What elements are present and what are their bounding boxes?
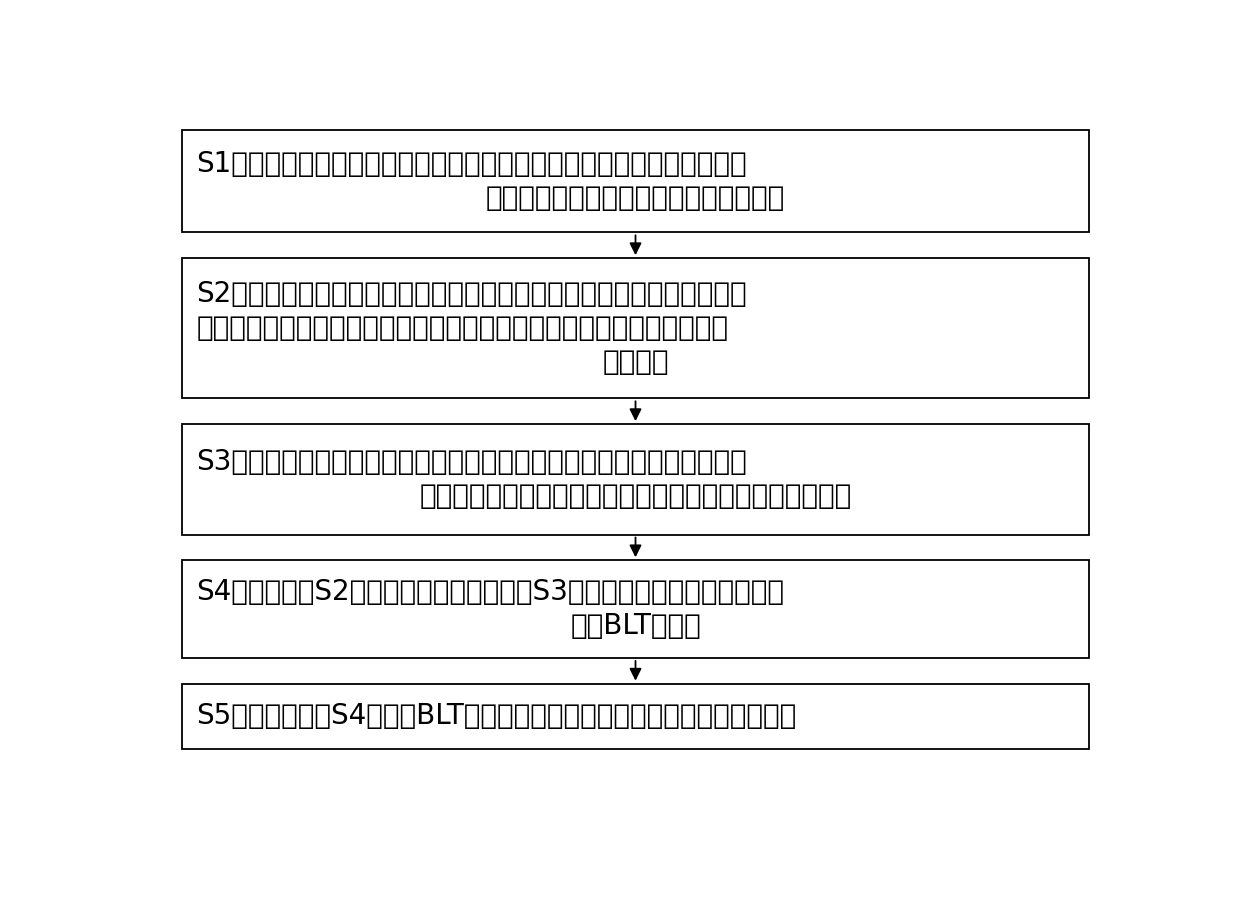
Text: S1、将电压波传播通道与空间电磁场传播通道作为信号管道，将具有能量: S1、将电压波传播通道与空间电磁场传播通道作为信号管道，将具有能量 bbox=[196, 150, 746, 179]
FancyBboxPatch shape bbox=[182, 131, 1089, 232]
Text: 反射的位置作为节点建立系统信号流图；: 反射的位置作为节点建立系统信号流图； bbox=[486, 184, 785, 213]
Text: 扩展BLT方程；: 扩展BLT方程； bbox=[570, 612, 701, 640]
Text: S2、根据电磁场理论和传输线理论结合系统信号流图，得到各信号管道上: S2、根据电磁场理论和传输线理论结合系统信号流图，得到各信号管道上 bbox=[196, 280, 746, 309]
FancyBboxPatch shape bbox=[182, 424, 1089, 534]
Text: 播方程；: 播方程； bbox=[603, 348, 668, 377]
Text: 对所有节点处的散射方程进行整合，得到系统的散射方程；: 对所有节点处的散射方程进行整合，得到系统的散射方程； bbox=[419, 483, 852, 510]
FancyBboxPatch shape bbox=[182, 683, 1089, 749]
FancyBboxPatch shape bbox=[182, 560, 1089, 658]
FancyBboxPatch shape bbox=[182, 258, 1089, 399]
Text: S3、根据电磁场理论结合系统信号流图，得到各节点处的散射方程，通过: S3、根据电磁场理论结合系统信号流图，得到各节点处的散射方程，通过 bbox=[196, 449, 746, 476]
Text: S5、通过对步骤S4得到的BLT方程进行求解，得到线缆负载处的干扰电压。: S5、通过对步骤S4得到的BLT方程进行求解，得到线缆负载处的干扰电压。 bbox=[196, 702, 796, 730]
Text: 的传播方程，通过对所有信号管道上的传播方程进行整合，得到系统的传: 的传播方程，通过对所有信号管道上的传播方程进行整合，得到系统的传 bbox=[196, 314, 728, 343]
Text: S4、根据步骤S2系统的传播方程以及步骤S3系统的散射方程，得到系统的: S4、根据步骤S2系统的传播方程以及步骤S3系统的散射方程，得到系统的 bbox=[196, 578, 785, 606]
